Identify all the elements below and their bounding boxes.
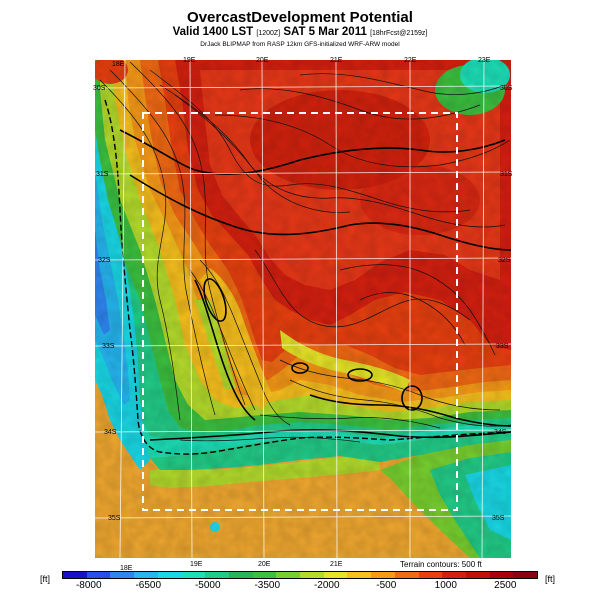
lon-label-bottom: 18E <box>120 565 133 572</box>
colorbar-tick-label: -500 <box>376 580 397 591</box>
lat-label-left: 34S <box>104 429 117 436</box>
colorbar-swatch <box>205 572 229 578</box>
map-title: OvercastDevelopment Potential <box>187 9 413 26</box>
colorbar-tick-label: -2000 <box>313 580 340 591</box>
axis-labels: 18E 19E 20E 21E 22E 23E 18E 19E 20E 21E … <box>93 57 513 572</box>
forecast-tag: [18hrFcst@2159z] <box>370 30 428 37</box>
colorbar-swatch <box>323 572 348 578</box>
lon-label-top: 18E <box>112 61 125 68</box>
colorbar-tick-labels: -8000 -6500 -5000 -3500 -2000 -500 1000 2500 <box>62 580 538 594</box>
lat-lon-grid <box>95 60 511 558</box>
lat-label-right: 33S <box>496 343 509 350</box>
colorbar-swatch <box>418 572 443 578</box>
inner-domain-boundary <box>142 112 458 511</box>
colorbar-swatch <box>442 572 466 578</box>
lat-label-right: 32S <box>498 257 511 264</box>
terrain-contours <box>99 61 511 443</box>
colorbar-swatch <box>489 572 514 578</box>
colorbar-swatch <box>347 572 372 578</box>
lat-label-left: 33S <box>102 343 115 350</box>
colorbar-swatch <box>157 572 182 578</box>
lon-label-top: 23E <box>478 57 491 64</box>
lat-label-left: 32S <box>98 257 111 264</box>
colorbar-swatch <box>228 572 253 578</box>
lat-label-left: 30S <box>93 85 106 92</box>
lat-label-right: 35S <box>492 515 505 522</box>
colorbar-unit-right: [ft] <box>545 574 556 584</box>
colorbar-tick-label: -8000 <box>75 580 102 591</box>
colorbar-swatch <box>513 572 538 578</box>
lon-label-top: 20E <box>256 57 269 64</box>
colorbar-swatch <box>300 572 324 578</box>
lon-label-bottom: 19E <box>190 561 203 568</box>
colorbar-swatch <box>134 572 158 578</box>
colorbar-swatch <box>465 572 490 578</box>
colorbar-swatch <box>276 572 301 578</box>
colorbar-swatch <box>394 572 419 578</box>
lon-label-bottom: 20E <box>258 561 271 568</box>
lon-label-top: 21E <box>330 57 343 64</box>
map-field <box>95 60 511 558</box>
colorbar-tick-label: -5000 <box>194 580 221 591</box>
lon-label-top: 19E <box>183 57 196 64</box>
valid-date: SAT 5 Mar 2011 <box>283 26 367 38</box>
colorbar-swatch <box>371 572 395 578</box>
lat-label-left: 35S <box>108 515 121 522</box>
valid-time: Valid 1400 LST <box>172 26 254 38</box>
lon-label-bottom: 21E <box>330 561 343 568</box>
attribution: DrJack BLIPMAP from RASP 12km GFS-initia… <box>200 41 400 48</box>
colorbar-unit-left: [ft] <box>40 574 51 584</box>
lat-label-right: 31S <box>500 171 513 178</box>
colorbar-tick-label: 1000 <box>434 580 457 591</box>
terrain-contour-note: Terrain contours: 500 ft <box>400 560 482 569</box>
colorbar-swatch <box>181 572 206 578</box>
utc-code: [1200Z] <box>256 30 281 37</box>
lat-label-right: 30S <box>500 85 513 92</box>
valid-time-line: Valid 1400 LST [1200Z] SAT 5 Mar 2011 [1… <box>0 26 600 38</box>
lon-label-top: 22E <box>404 57 417 64</box>
lat-label-left: 31S <box>96 171 109 178</box>
colorbar-swatch <box>86 572 111 578</box>
thick-contours <box>119 129 511 441</box>
colorbar-tick-label: -3500 <box>254 580 281 591</box>
colorbar-tick-label: 2500 <box>494 580 517 591</box>
colorbar <box>62 571 538 579</box>
coastline <box>104 99 511 455</box>
colorbar-tick-label: -6500 <box>135 580 162 591</box>
colorbar-swatch <box>252 572 277 578</box>
lat-label-right: 34S <box>494 429 507 436</box>
colorbar-swatch <box>110 572 135 578</box>
colorbar-swatch <box>63 572 87 578</box>
